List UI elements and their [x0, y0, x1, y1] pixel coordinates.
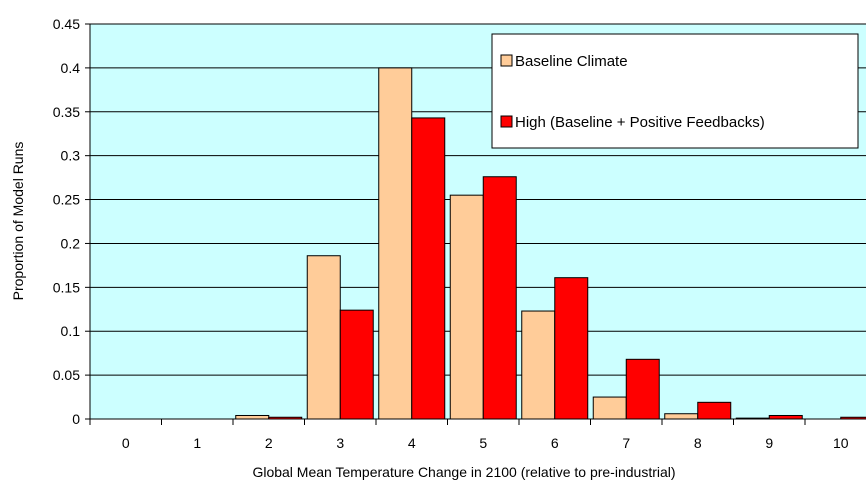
x-tick-label: 9: [765, 435, 773, 451]
bars: [235, 67, 866, 420]
y-tick-label: 0.2: [61, 235, 81, 251]
x-axis-label: Global Mean Temperature Change in 2100 (…: [252, 464, 675, 480]
x-tick-labels: 0 1 2 3 4 5 6 7 8 9 10: [122, 435, 849, 451]
y-tick-label: 0.45: [53, 16, 80, 32]
x-tick-label: 2: [265, 435, 273, 451]
bar-high-5: [482, 176, 517, 420]
y-tick-label: 0.4: [61, 60, 81, 76]
y-tick-label: 0.3: [61, 148, 81, 164]
legend-label-baseline: Baseline Climate: [515, 53, 628, 70]
legend-label-high: High (Baseline + Positive Feedbacks): [515, 114, 765, 131]
legend-box: [491, 33, 859, 149]
bar-high-8: [697, 401, 732, 420]
bar-high-3: [339, 309, 374, 420]
legend-swatch-high: [500, 115, 513, 128]
bar-baseline-4: [378, 67, 413, 420]
x-tick-label: 5: [479, 435, 487, 451]
bar-high-4: [411, 117, 446, 420]
y-tick-labels: 0 0.05 0.1 0.15 0.2 0.25 0.3 0.35 0.4 0.45: [53, 16, 80, 427]
bar-baseline-6: [521, 310, 556, 420]
x-tick-label: 7: [622, 435, 630, 451]
bar-high-9: [768, 414, 803, 420]
y-tick-label: 0.35: [53, 104, 80, 120]
x-tick-label: 6: [551, 435, 559, 451]
bar-baseline-7: [592, 396, 627, 420]
bar-high-6: [554, 277, 589, 420]
x-tick-label: 8: [694, 435, 702, 451]
bar-baseline-5: [449, 194, 484, 420]
y-tick-label: 0.25: [53, 192, 80, 208]
y-tick-label: 0: [72, 411, 80, 427]
y-tick-label: 0.15: [53, 279, 80, 295]
bar-baseline-3: [306, 255, 341, 420]
bar-baseline-8: [664, 413, 699, 420]
x-tick-label: 3: [336, 435, 344, 451]
y-tick-label: 0.05: [53, 367, 80, 383]
bar-baseline-2: [235, 414, 270, 420]
x-tick-label: 4: [408, 435, 416, 451]
y-tick-label: 0.1: [61, 323, 81, 339]
x-tick-label: 0: [122, 435, 130, 451]
legend-swatch-baseline: [500, 54, 513, 67]
legend: Baseline Climate High (Baseline + Positi…: [491, 33, 859, 149]
x-tick-label: 10: [833, 435, 849, 451]
y-axis-label: Proportion of Model Runs: [10, 142, 26, 301]
bar-high-7: [625, 358, 660, 420]
axes: [85, 23, 866, 425]
x-tick-label: 1: [193, 435, 201, 451]
